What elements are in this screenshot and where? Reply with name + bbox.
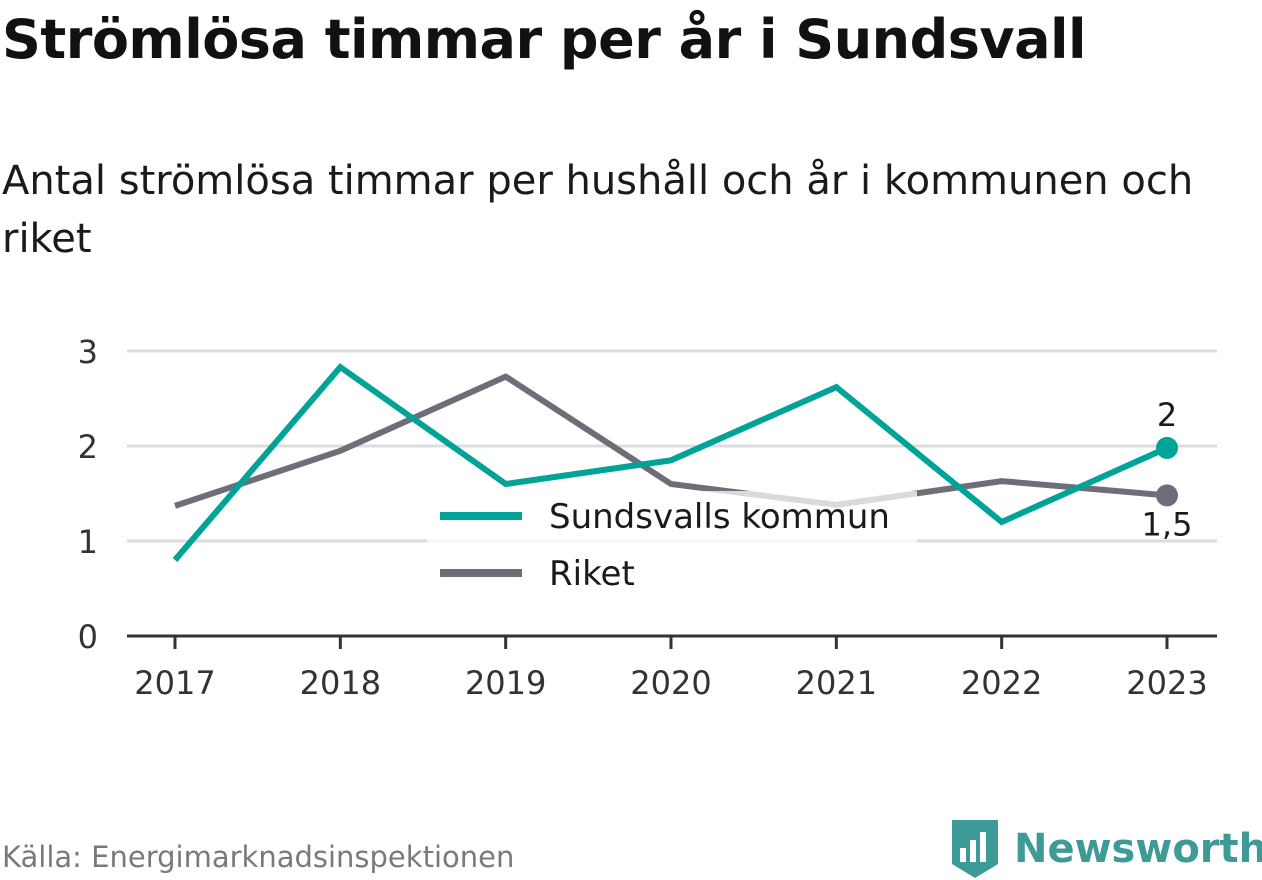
newsworthy-logo-icon [952, 820, 998, 878]
x-axis: 2017 2018 2019 2020 2021 2022 2023 [127, 634, 1217, 702]
end-point [1156, 436, 1178, 459]
x-tick-label: 2020 [630, 664, 711, 702]
y-tick-label: 3 [78, 333, 98, 371]
series-line [172, 363, 1169, 562]
x-tick-label: 2021 [796, 664, 877, 702]
y-axis-ticks: 0 1 2 3 [78, 333, 98, 656]
chart-title: Strömlösa timmar per år i Sundsvall [2, 8, 1087, 71]
legend-label: Riket [549, 554, 635, 594]
end-value-label: 1,5 [1142, 505, 1193, 543]
y-tick-label: 2 [78, 428, 98, 466]
end-value-label: 2 [1157, 396, 1177, 434]
series-lines [172, 363, 1178, 562]
chart-subtitle: Antal strömlösa timmar per hushåll och å… [2, 158, 1194, 262]
x-tick-label: 2023 [1126, 664, 1207, 702]
y-tick-label: 1 [78, 523, 98, 561]
x-tick-label: 2017 [134, 664, 215, 702]
x-tick-label: 2022 [961, 664, 1042, 702]
x-tick-label: 2018 [300, 664, 381, 702]
brand-name: Newsworthy [1014, 826, 1262, 872]
source-note: Källa: Energimarknadsinspektionen [2, 840, 515, 874]
brand-logo[interactable]: Newsworthy [950, 818, 1262, 880]
end-point [1156, 484, 1178, 507]
end-labels: 21,5 [1142, 396, 1193, 544]
x-tick-label: 2019 [465, 664, 546, 702]
y-tick-label: 0 [78, 618, 98, 656]
series-line [174, 373, 1168, 509]
legend: Sundsvalls kommun Riket [427, 491, 917, 594]
legend-label: Sundsvalls kommun [549, 497, 890, 537]
